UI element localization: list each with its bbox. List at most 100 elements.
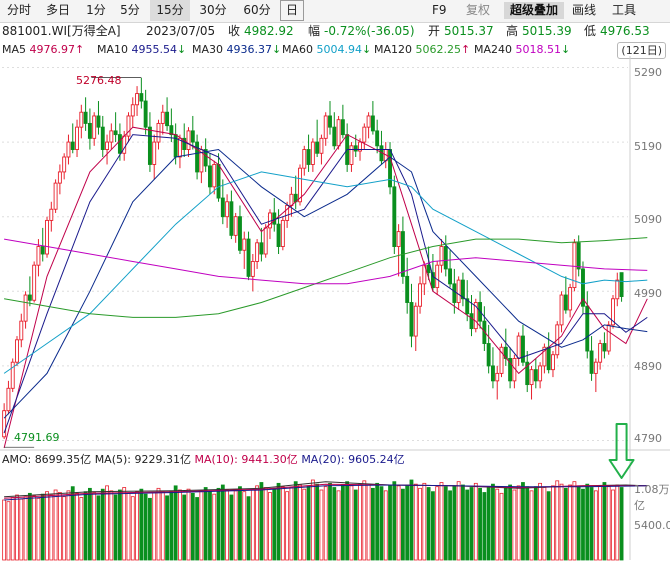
volume-bar-87 <box>375 482 380 561</box>
volume-bar-85 <box>366 484 371 561</box>
candle-body-35 <box>152 141 157 165</box>
candle-body-140 <box>602 343 607 352</box>
volume-bar-119 <box>512 489 517 561</box>
volume-bar-113 <box>486 487 491 561</box>
change-label: 幅 <box>308 24 321 38</box>
candle-body-6 <box>27 294 32 301</box>
volume-bar-1 <box>6 501 11 561</box>
volume-legend: AMO: 8699.35亿 MA(5): 9229.31亿 MA(10): 94… <box>2 452 405 468</box>
volume-bar-16 <box>70 486 75 561</box>
tools-button[interactable]: 工具 <box>612 3 637 17</box>
volume-bar-132 <box>568 484 573 561</box>
close-label: 收 <box>228 24 241 38</box>
volume-bar-21 <box>92 492 97 561</box>
draw-line-button[interactable]: 画线 <box>572 3 597 17</box>
candle-body-24 <box>105 141 109 150</box>
volume-bar-99 <box>426 487 431 561</box>
f9-button[interactable]: F9 <box>432 3 447 17</box>
candle-body-45 <box>195 141 200 173</box>
volume-bar-117 <box>503 487 508 561</box>
candle-body-69 <box>298 167 302 203</box>
volume-bar-39 <box>169 490 174 561</box>
volume-bar-89 <box>383 490 388 561</box>
volume-bar-114 <box>491 483 495 561</box>
close-value: 4982.92 <box>244 24 294 38</box>
volume-bar-74 <box>319 489 324 561</box>
candle-body-13 <box>57 171 62 184</box>
volume-bar-121 <box>521 482 525 561</box>
timeframe-tab-3[interactable]: 5分 <box>120 3 140 17</box>
amo-label: AMO: <box>2 453 32 466</box>
volume-bar-0 <box>2 499 7 561</box>
timeframe-tab-5[interactable]: 30分 <box>199 3 227 17</box>
candle-body-75 <box>323 115 328 139</box>
candle-body-27 <box>117 134 122 154</box>
ma30-value: 4936.37 <box>226 43 273 56</box>
y-tick-4: 4890 <box>634 360 662 373</box>
days-badge[interactable]: (121日) <box>617 42 666 59</box>
volume-bar-42 <box>182 494 187 561</box>
candle-body-90 <box>388 149 392 188</box>
candle-body-102 <box>439 246 444 266</box>
timeframe-tab-4[interactable]: 15分 <box>150 0 190 21</box>
candle-body-77 <box>332 126 337 147</box>
volume-bar-109 <box>469 487 474 561</box>
volume-bar-77 <box>332 487 337 561</box>
super-overlay-button[interactable]: 超级叠加 <box>504 2 564 19</box>
volume-bar-106 <box>456 481 461 561</box>
volume-bar-130 <box>559 483 564 561</box>
candle-body-71 <box>306 149 311 165</box>
toolbar: 分时 多日 1分 5分 15分 30分 60分 日 F9 复权 超级叠加 画线 … <box>0 0 670 23</box>
ma30-label: MA30 <box>192 43 224 56</box>
volume-bar-50 <box>216 487 221 561</box>
volume-ma-line-ma20 <box>4 484 648 501</box>
volume-bar-88 <box>379 486 384 561</box>
candle-body-31 <box>135 93 140 106</box>
volume-bar-22 <box>96 495 101 561</box>
volume-bar-32 <box>139 488 144 561</box>
volume-axis-top: 1.08万亿 <box>634 483 670 512</box>
volume-bar-94 <box>405 484 410 561</box>
ma-line-ma120 <box>4 237 648 318</box>
candle-body-113 <box>486 343 491 367</box>
candle-body-141 <box>606 324 611 352</box>
timeframe-tab-1[interactable]: 多日 <box>45 3 70 17</box>
volume-bar-64 <box>276 482 281 561</box>
ma60-arrow: ↓ <box>362 43 372 56</box>
volume-bar-66 <box>285 491 290 561</box>
candle-body-36 <box>156 122 161 143</box>
candle-body-109 <box>469 313 474 330</box>
candle-body-64 <box>276 223 281 247</box>
candle-body-3 <box>15 339 19 363</box>
candle-body-52 <box>225 201 230 218</box>
candle-body-104 <box>448 268 453 285</box>
fuquan-button[interactable]: 复权 <box>466 3 491 17</box>
candle-body-95 <box>409 302 414 337</box>
volume-bar-82 <box>353 489 358 561</box>
candle-body-143 <box>615 279 620 300</box>
candle-body-123 <box>529 369 534 386</box>
volume-bar-12 <box>53 489 58 561</box>
volume-bar-67 <box>289 487 294 561</box>
candle-body-55 <box>238 216 242 251</box>
candle-body-105 <box>452 283 457 303</box>
candle-body-86 <box>370 115 375 132</box>
volume-bar-136 <box>585 483 590 561</box>
y-tick-2: 5090 <box>634 213 662 226</box>
candle-body-59 <box>255 242 260 262</box>
volume-bar-110 <box>473 482 478 561</box>
candle-body-11 <box>49 208 54 221</box>
ma10-legend: MA10 4955.54↓ <box>97 42 186 58</box>
candle-body-51 <box>220 197 225 218</box>
timeframe-tab-6[interactable]: 60分 <box>243 3 271 17</box>
ma240-arrow: ↓ <box>561 43 571 56</box>
volume-bar-139 <box>598 485 603 561</box>
timeframe-tab-0[interactable]: 分时 <box>6 3 31 17</box>
candle-body-97 <box>418 283 422 307</box>
ma-line-ma5 <box>3 126 648 449</box>
volume-bar-30 <box>130 496 135 561</box>
volume-bar-97 <box>418 487 422 561</box>
timeframe-tab-7[interactable]: 日 <box>280 0 304 21</box>
timeframe-tab-2[interactable]: 1分 <box>86 3 106 17</box>
